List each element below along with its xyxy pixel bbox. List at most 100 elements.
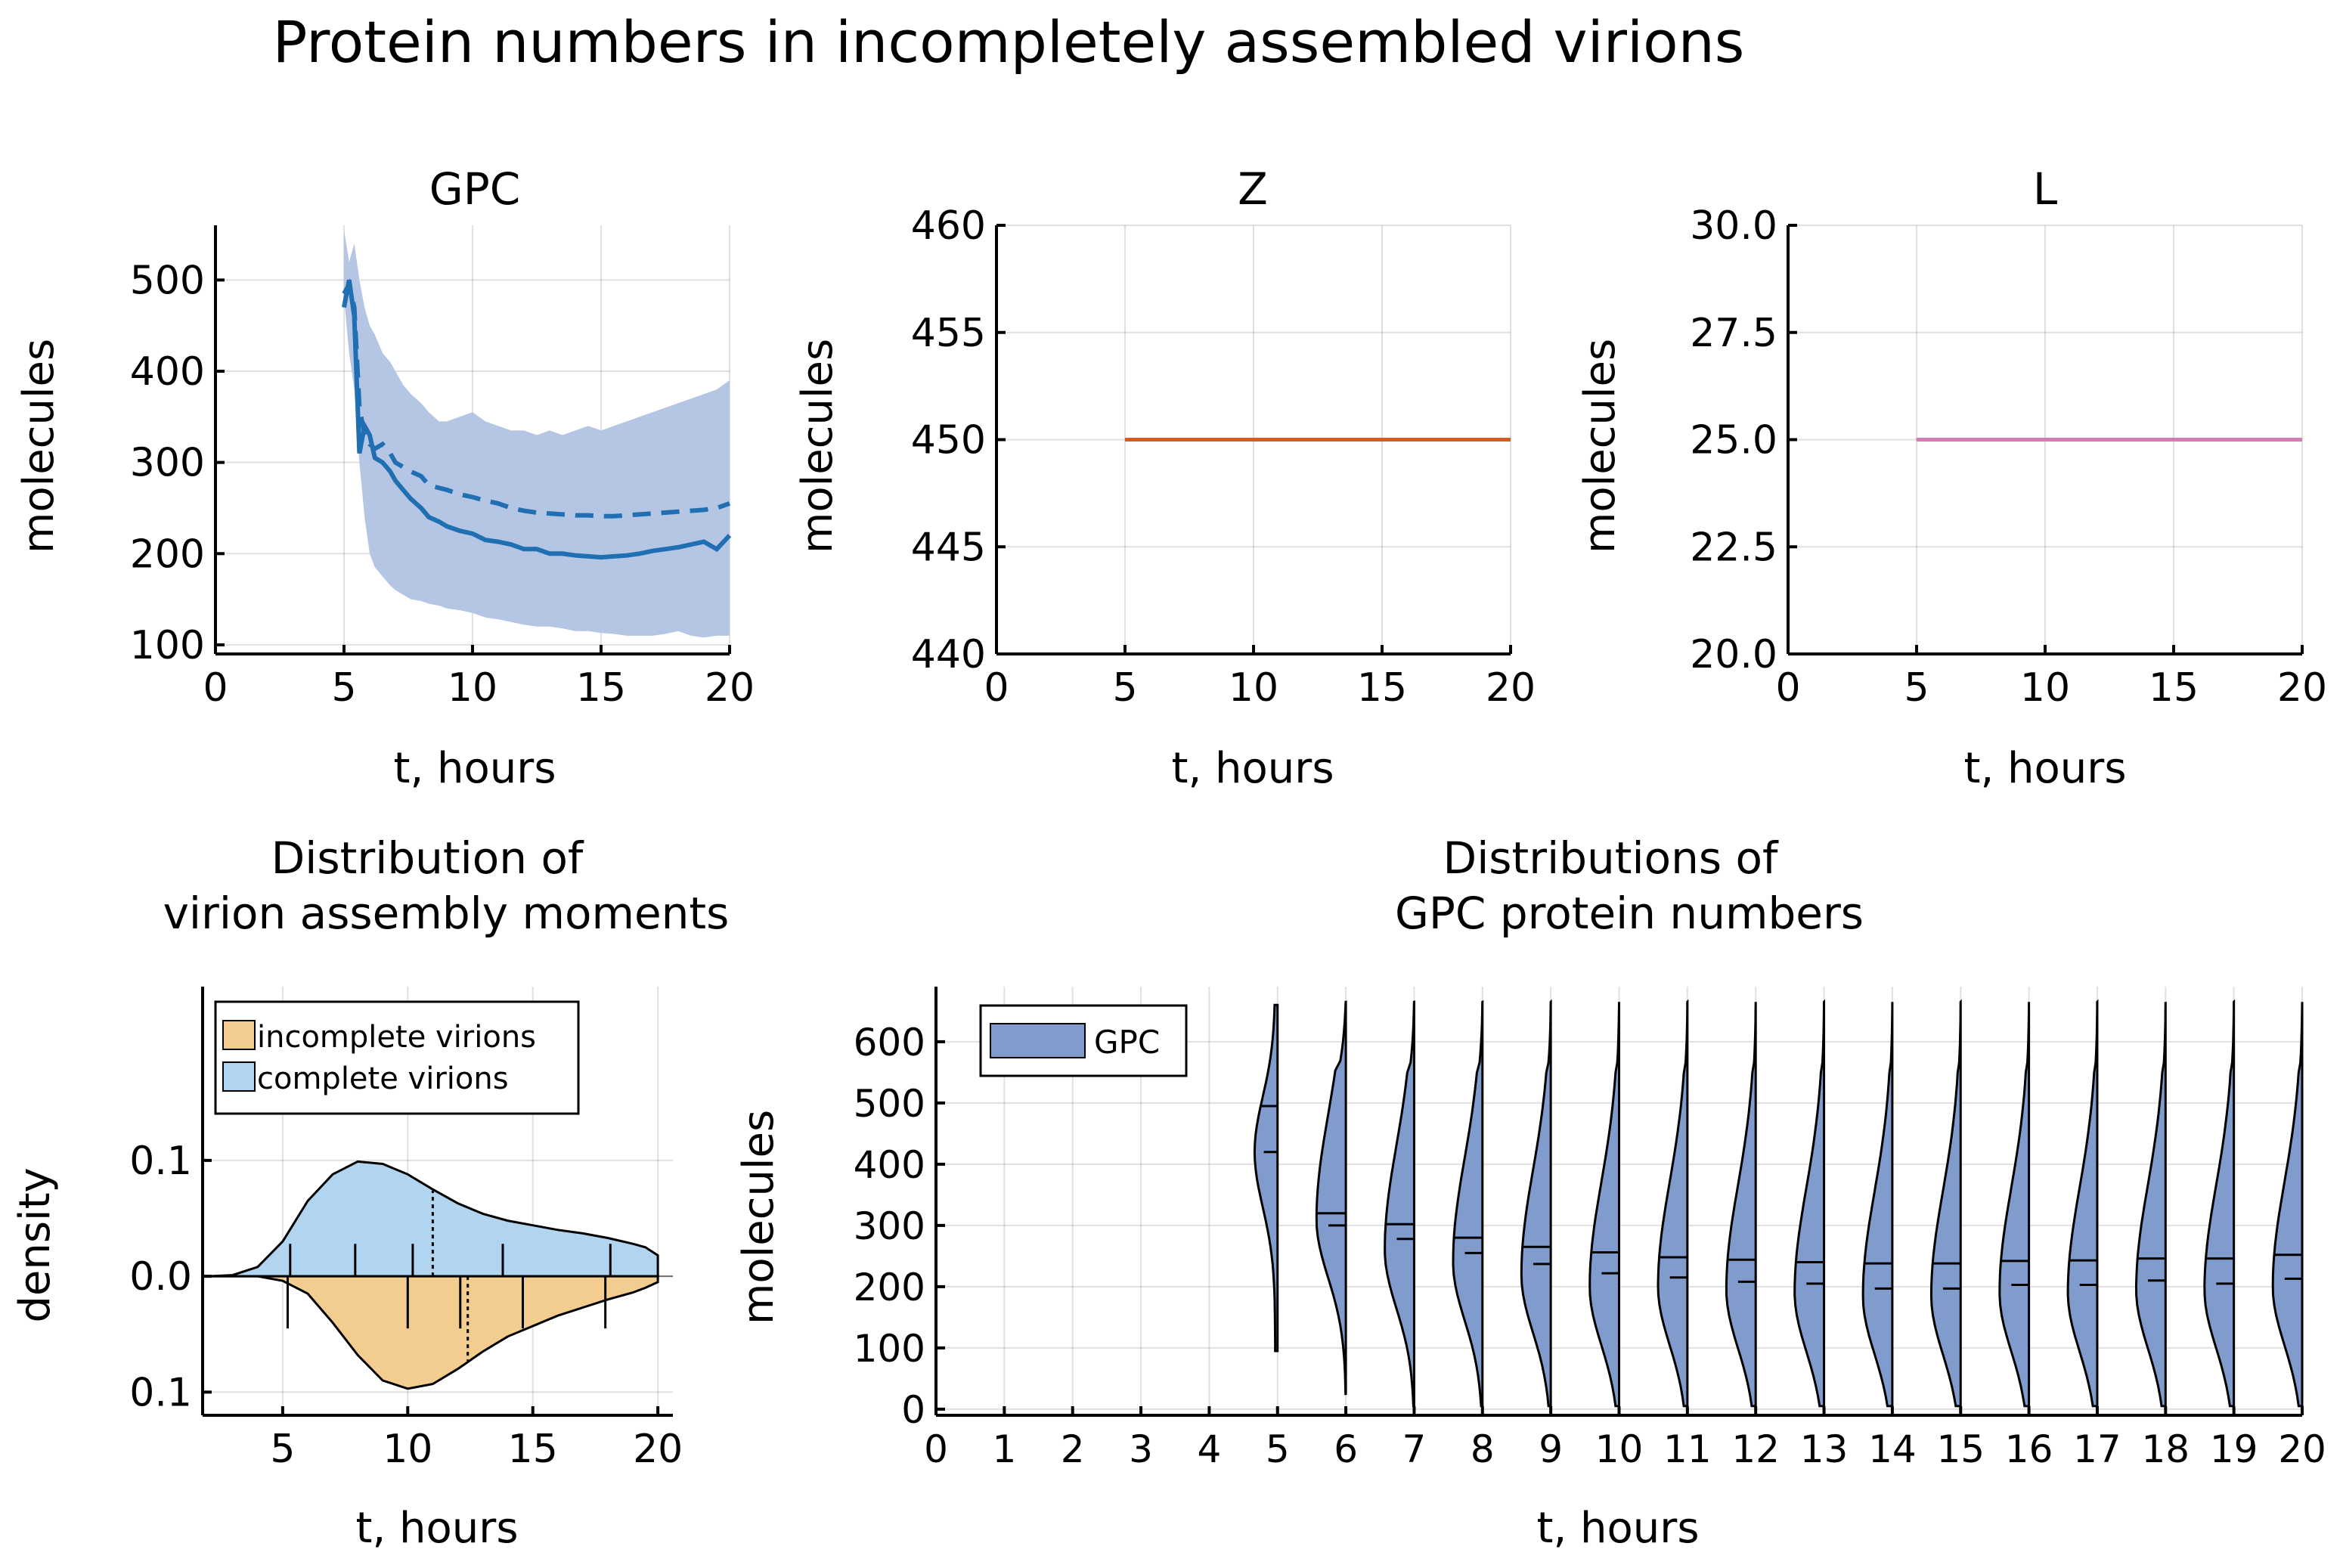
gpc-xlabel: t, hours bbox=[393, 744, 556, 793]
violin-xtick-label: 10 bbox=[1595, 1427, 1644, 1471]
gpc-violin-t15 bbox=[1929, 999, 1962, 1408]
violin-title-line2: GPC protein numbers bbox=[1395, 888, 1864, 939]
gpc-violin-t20 bbox=[2271, 1002, 2304, 1408]
z-ytick-label: 460 bbox=[911, 203, 986, 249]
violin-xtick-label: 2 bbox=[1061, 1427, 1085, 1471]
violin-xtick-label: 4 bbox=[1197, 1427, 1221, 1471]
violin-xtick-label: 9 bbox=[1539, 1427, 1563, 1471]
l-axes: 0 5 10 15 20 20.0 22.5 25.0 27.5 30.0 bbox=[1690, 203, 2327, 711]
gpc-ytick-label: 200 bbox=[130, 531, 205, 577]
z-ylabel: molecules bbox=[793, 339, 842, 553]
violin-ytick-label: 200 bbox=[854, 1266, 925, 1309]
assembly-xtick-label: 20 bbox=[633, 1427, 683, 1472]
l-ylabel: molecules bbox=[1576, 339, 1625, 553]
assembly-xlabel: t, hours bbox=[355, 1504, 518, 1553]
incomplete-legend-label: incomplete virions bbox=[257, 1020, 536, 1055]
gpc-ytick-label: 100 bbox=[130, 623, 205, 668]
violin-ylabel: molecules bbox=[734, 1110, 783, 1325]
l-ytick-label: 20.0 bbox=[1690, 632, 1777, 677]
assembly-ytick-label: 0.1 bbox=[129, 1139, 192, 1184]
z-xlabel: t, hours bbox=[1171, 744, 1334, 793]
gpc-xtick-label: 15 bbox=[576, 665, 626, 711]
assembly-xtick-label: 15 bbox=[508, 1427, 558, 1472]
gpc-violin-t11 bbox=[1657, 999, 1689, 1408]
violin-xtick-label: 18 bbox=[2141, 1427, 2190, 1471]
gpc-violin-t17 bbox=[2066, 999, 2099, 1408]
violin-xtick-label: 3 bbox=[1129, 1427, 1153, 1471]
violin-ytick-label: 300 bbox=[854, 1204, 925, 1248]
l-title: L bbox=[2033, 163, 2057, 215]
assembly-title-line2: virion assembly moments bbox=[163, 888, 730, 939]
gpc-median-line bbox=[342, 279, 732, 560]
assembly-axes: 5 10 15 20 0.1 0.0 0.1 bbox=[129, 987, 683, 1472]
violin-xtick-label: 5 bbox=[1266, 1427, 1290, 1471]
violin-xtick-label: 20 bbox=[2278, 1427, 2326, 1471]
z-xtick-label: 5 bbox=[1112, 665, 1137, 711]
violin-xtick-label: 17 bbox=[2073, 1427, 2121, 1471]
gpc-xtick-label: 0 bbox=[203, 665, 228, 711]
gpc-ylabel: molecules bbox=[14, 339, 64, 553]
gpc-title: GPC bbox=[429, 163, 520, 215]
gpc-xtick-label: 10 bbox=[448, 665, 497, 711]
complete-legend-swatch bbox=[222, 1061, 256, 1092]
gpc-axes: 0 5 10 15 20 100 200 300 400 500 bbox=[130, 225, 755, 711]
violin-xtick-label: 0 bbox=[924, 1427, 948, 1471]
violin-xtick-label: 14 bbox=[1868, 1427, 1917, 1471]
gpc-violin-t14 bbox=[1861, 1002, 1894, 1408]
incomplete-legend-swatch bbox=[222, 1020, 256, 1050]
violin-ytick-label: 400 bbox=[854, 1143, 925, 1187]
complete-virions-density bbox=[203, 1160, 659, 1278]
l-xtick-label: 15 bbox=[2149, 665, 2199, 711]
l-ytick-label: 25.0 bbox=[1690, 418, 1777, 463]
assembly-ytick-label: 0.1 bbox=[129, 1370, 192, 1415]
l-xlabel: t, hours bbox=[1963, 744, 2126, 793]
gpc-violin-t13 bbox=[1793, 999, 1826, 1408]
z-axes: 0 5 10 15 20 440 445 450 455 460 bbox=[911, 203, 1536, 711]
violin-ytick-label: 500 bbox=[854, 1082, 925, 1126]
z-xtick-label: 15 bbox=[1357, 665, 1407, 711]
gpc-range-band bbox=[344, 230, 730, 638]
gpc-violin-t18 bbox=[2134, 1002, 2167, 1408]
violin-xtick-label: 19 bbox=[2210, 1427, 2258, 1471]
gpc-violin-t16 bbox=[1998, 1002, 2031, 1408]
gpc-violin-t5 bbox=[1253, 1003, 1279, 1353]
z-ytick-label: 440 bbox=[911, 632, 986, 677]
violin-xtick-label: 6 bbox=[1334, 1427, 1358, 1471]
assembly-xtick-label: 10 bbox=[383, 1427, 432, 1472]
gpc-mean-line bbox=[342, 278, 731, 519]
l-ytick-label: 30.0 bbox=[1690, 203, 1777, 249]
complete-legend-label: complete virions bbox=[257, 1061, 509, 1096]
gpc-ytick-label: 300 bbox=[130, 441, 205, 486]
l-xtick-label: 0 bbox=[1775, 665, 1800, 711]
violin-xtick-label: 7 bbox=[1402, 1427, 1427, 1471]
gpc-ytick-label: 400 bbox=[130, 349, 205, 395]
gpc-violin-t9 bbox=[1520, 999, 1552, 1408]
violin-xtick-label: 15 bbox=[1936, 1427, 1985, 1471]
gpc-violin-t8 bbox=[1452, 999, 1484, 1408]
z-ytick-label: 445 bbox=[911, 525, 986, 570]
assembly-xtick-label: 5 bbox=[270, 1427, 295, 1472]
violin-legend: GPC bbox=[979, 1004, 1188, 1077]
violin-xtick-label: 11 bbox=[1663, 1427, 1712, 1471]
l-xtick-label: 10 bbox=[2020, 665, 2070, 711]
l-ytick-label: 27.5 bbox=[1690, 311, 1777, 356]
gpc-xtick-label: 20 bbox=[705, 665, 755, 711]
gpc-violin-t12 bbox=[1725, 1002, 1757, 1408]
violin-legend-swatch bbox=[990, 1023, 1086, 1058]
violin-xtick-label: 16 bbox=[2005, 1427, 2053, 1471]
l-xtick-label: 20 bbox=[2277, 665, 2327, 711]
gpc-xtick-label: 5 bbox=[331, 665, 356, 711]
violin-xtick-label: 12 bbox=[1731, 1427, 1780, 1471]
l-ytick-label: 22.5 bbox=[1690, 525, 1777, 570]
z-ytick-label: 455 bbox=[911, 311, 986, 356]
violin-ytick-label: 100 bbox=[854, 1327, 925, 1371]
violin-ytick-label: 600 bbox=[854, 1021, 925, 1064]
assembly-title-line1: Distribution of bbox=[271, 832, 584, 884]
figure-title: Protein numbers in incompletely assemble… bbox=[273, 8, 1745, 76]
violin-title-line1: Distributions of bbox=[1443, 832, 1780, 884]
gpc-violin-t7 bbox=[1384, 1000, 1415, 1408]
z-xtick-label: 10 bbox=[1229, 665, 1278, 711]
assembly-ylabel: density bbox=[11, 1167, 60, 1322]
